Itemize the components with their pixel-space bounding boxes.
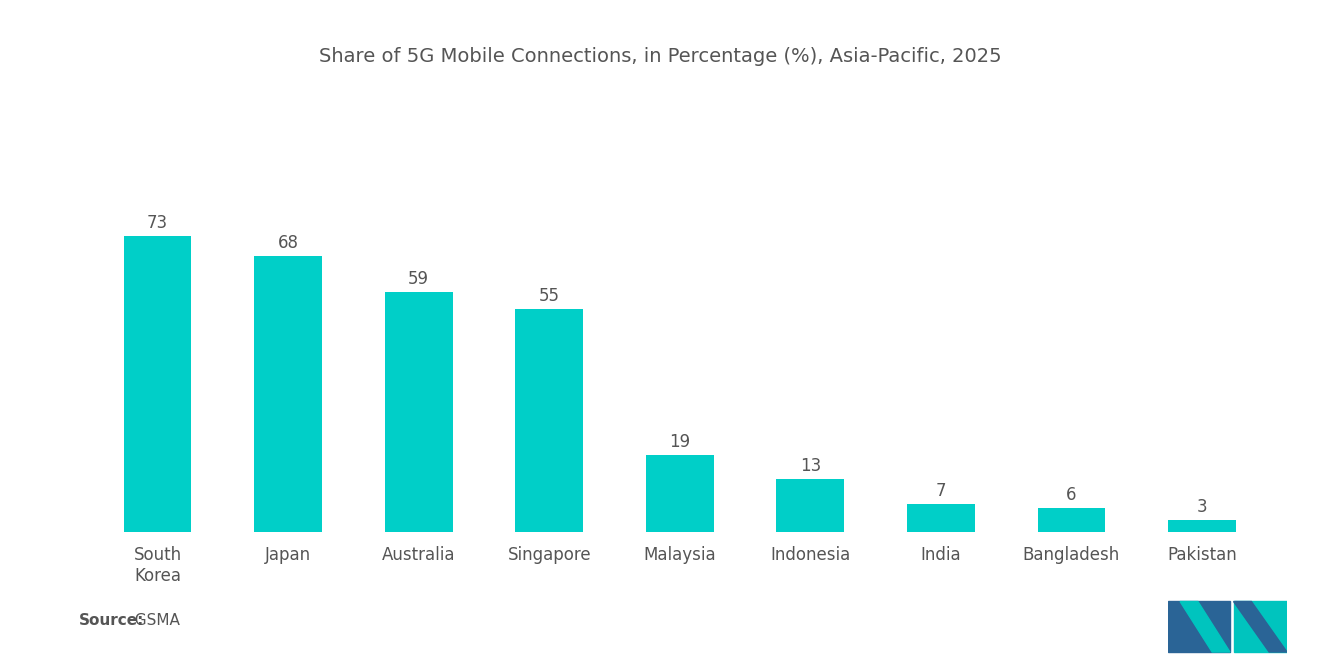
Text: 7: 7 bbox=[936, 481, 946, 499]
Bar bbox=[515, 309, 583, 532]
Polygon shape bbox=[1233, 601, 1287, 652]
Text: 6: 6 bbox=[1067, 485, 1077, 503]
Bar bbox=[907, 503, 975, 532]
Bar bbox=[645, 455, 714, 532]
Text: 59: 59 bbox=[408, 271, 429, 289]
Text: 55: 55 bbox=[539, 287, 560, 305]
Text: Source:: Source: bbox=[79, 613, 145, 628]
Bar bbox=[255, 256, 322, 532]
Bar bbox=[776, 479, 845, 532]
Bar bbox=[1168, 520, 1236, 532]
Bar bbox=[384, 293, 453, 532]
Bar bbox=[124, 235, 191, 532]
Text: 19: 19 bbox=[669, 433, 690, 451]
Text: Share of 5G Mobile Connections, in Percentage (%), Asia-Pacific, 2025: Share of 5G Mobile Connections, in Perce… bbox=[318, 47, 1002, 66]
Text: 73: 73 bbox=[147, 213, 168, 231]
Text: 13: 13 bbox=[800, 457, 821, 475]
Text: 3: 3 bbox=[1197, 498, 1208, 516]
Text: GSMA: GSMA bbox=[125, 613, 181, 628]
Text: 68: 68 bbox=[277, 234, 298, 252]
Polygon shape bbox=[1168, 601, 1230, 652]
Polygon shape bbox=[1180, 601, 1230, 652]
Polygon shape bbox=[1233, 601, 1287, 652]
Bar bbox=[1038, 507, 1105, 532]
